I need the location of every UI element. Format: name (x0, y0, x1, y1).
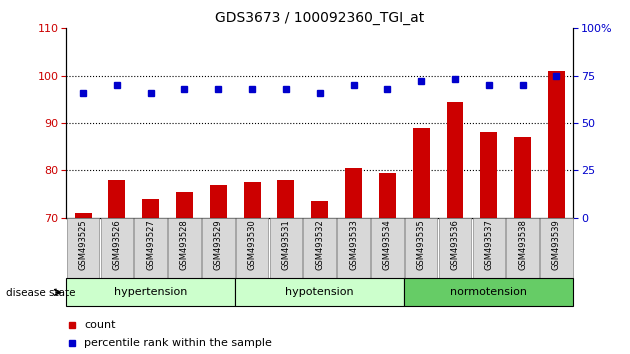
Bar (304, 218, 336, 278)
Text: GSM493528: GSM493528 (180, 219, 189, 270)
Text: GSM493527: GSM493527 (146, 219, 155, 270)
Bar (472, 218, 505, 278)
Bar (311, 201, 328, 218)
Text: GSM493526: GSM493526 (112, 219, 122, 270)
Text: GSM493530: GSM493530 (248, 219, 256, 270)
Text: GSM493531: GSM493531 (282, 219, 290, 270)
Bar (134, 218, 167, 278)
Text: disease state: disease state (6, 288, 76, 298)
Bar (540, 218, 573, 278)
Text: hypertension: hypertension (114, 287, 187, 297)
Text: GSM493537: GSM493537 (484, 219, 493, 270)
Text: GSM493538: GSM493538 (518, 219, 527, 270)
Text: GSM493532: GSM493532 (315, 219, 324, 270)
Bar (447, 102, 464, 218)
Bar (379, 173, 396, 218)
Bar (202, 218, 234, 278)
Bar (142, 199, 159, 218)
Bar (235, 278, 404, 306)
Text: GSM493534: GSM493534 (383, 219, 392, 270)
Bar (236, 218, 268, 278)
Text: GSM493539: GSM493539 (552, 219, 561, 270)
Bar (405, 218, 437, 278)
Bar (176, 192, 193, 218)
Bar (270, 218, 302, 278)
Bar (66, 278, 235, 306)
Bar (108, 180, 125, 218)
Bar (480, 132, 497, 218)
Bar (67, 218, 100, 278)
Bar (404, 278, 573, 306)
Text: GSM493533: GSM493533 (349, 219, 358, 270)
Text: GSM493536: GSM493536 (450, 219, 459, 270)
Bar (345, 168, 362, 218)
Bar (74, 213, 91, 218)
Bar (413, 128, 430, 218)
Bar (101, 218, 133, 278)
Bar (337, 218, 370, 278)
Bar (210, 184, 227, 218)
Text: GSM493529: GSM493529 (214, 219, 223, 270)
Bar (244, 182, 261, 218)
Text: count: count (84, 320, 115, 330)
Bar (548, 71, 565, 218)
Bar (168, 218, 201, 278)
Bar (371, 218, 404, 278)
Text: normotension: normotension (450, 287, 527, 297)
Bar (277, 180, 294, 218)
Text: percentile rank within the sample: percentile rank within the sample (84, 338, 272, 348)
Text: GSM493535: GSM493535 (416, 219, 426, 270)
Bar (514, 137, 531, 218)
Text: GSM493525: GSM493525 (79, 219, 88, 270)
Text: hypotension: hypotension (285, 287, 354, 297)
Bar (507, 218, 539, 278)
Bar (438, 218, 471, 278)
Title: GDS3673 / 100092360_TGI_at: GDS3673 / 100092360_TGI_at (215, 11, 425, 24)
